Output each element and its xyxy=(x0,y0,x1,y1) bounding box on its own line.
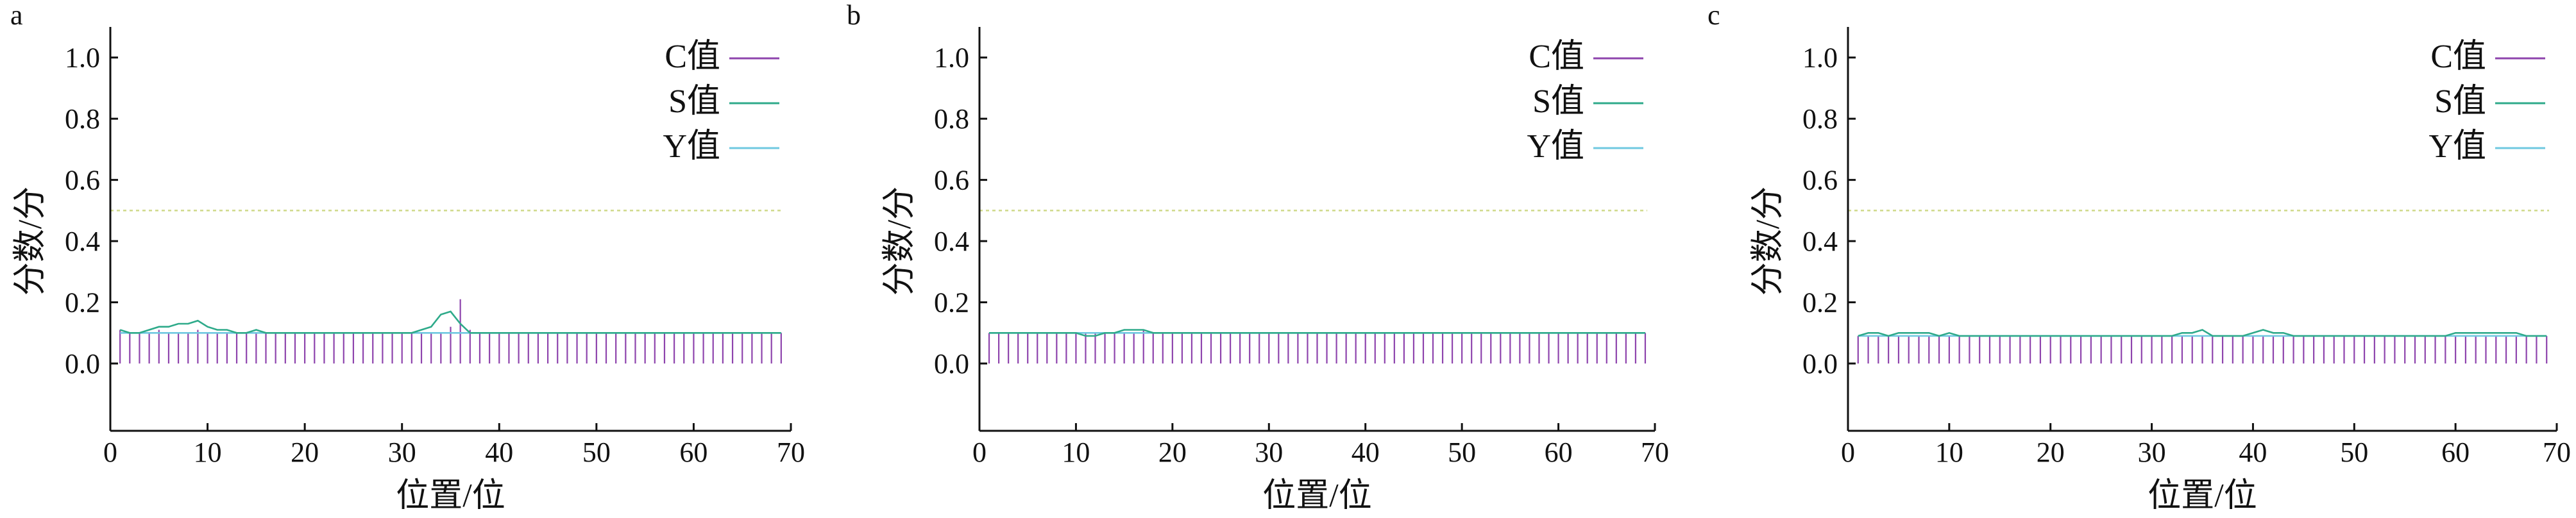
legend-label: Y值 xyxy=(1527,128,1584,165)
x-tick-label: 50 xyxy=(582,437,611,468)
y-tick-label: 0.2 xyxy=(1802,287,1838,319)
x-tick-label: 40 xyxy=(2239,437,2267,468)
y-tick-label: 1.0 xyxy=(934,42,969,74)
y-tick-label: 1.0 xyxy=(65,42,100,74)
x-tick-label: 70 xyxy=(1641,437,1669,468)
y-tick-label: 0.6 xyxy=(934,165,969,196)
series-s-line xyxy=(989,329,1645,337)
x-tick-label: 20 xyxy=(1158,437,1187,468)
legend: C值 S值 Y值 xyxy=(2428,38,2545,165)
legend-label: Y值 xyxy=(663,128,720,165)
legend-label: S值 xyxy=(2434,83,2486,120)
y-tick-label: 0.8 xyxy=(934,103,969,135)
x-tick-label: 20 xyxy=(291,437,319,468)
panel-label: c xyxy=(1707,0,1720,31)
y-tick-label: 0.6 xyxy=(1802,165,1838,196)
legend-label: C值 xyxy=(665,38,720,75)
series-s-line xyxy=(119,310,781,334)
x-tick-label: 0 xyxy=(103,437,117,468)
x-tick-label: 10 xyxy=(1935,437,1963,468)
x-tick-label: 30 xyxy=(2138,437,2166,468)
series-s-line xyxy=(1858,329,2547,337)
series-c-stems xyxy=(988,330,1647,363)
legend: C值 S值 Y值 xyxy=(663,38,779,165)
x-tick-label: 30 xyxy=(388,437,416,468)
panel-label: b xyxy=(847,0,861,31)
y-tick-label: 1.0 xyxy=(1802,42,1838,74)
x-tick-label: 40 xyxy=(485,437,513,468)
x-tick-label: 50 xyxy=(2340,437,2368,468)
legend-label: S值 xyxy=(668,83,720,120)
series-c-stems xyxy=(119,299,782,363)
x-axis-label: 位置/位 xyxy=(2148,478,2257,514)
x-axis-label: 位置/位 xyxy=(1262,478,1371,514)
x-tick-label: 60 xyxy=(679,437,708,468)
x-tick-label: 10 xyxy=(194,437,222,468)
y-tick-label: 0.4 xyxy=(65,226,100,257)
x-tick-label: 60 xyxy=(2441,437,2470,468)
panel-label: a xyxy=(10,0,23,31)
x-tick-label: 60 xyxy=(1545,437,1573,468)
y-tick-label: 0.8 xyxy=(1802,103,1838,135)
y-tick-label: 0.6 xyxy=(65,165,100,196)
x-tick-label: 20 xyxy=(2037,437,2065,468)
y-tick-label: 0.0 xyxy=(1802,348,1838,380)
y-tick-label: 0.8 xyxy=(65,103,100,135)
x-tick-label: 10 xyxy=(1062,437,1090,468)
x-tick-label: 70 xyxy=(2543,437,2571,468)
panel-a: a 0 10 20 30 40 50 60 70 0.0 0.2 0.4 0.6 0.8 1.0 位置/位 分数… xyxy=(10,0,805,514)
x-tick-label: 0 xyxy=(1841,437,1855,468)
legend-label: C值 xyxy=(2430,38,2486,75)
y-tick-label: 0.2 xyxy=(934,287,969,319)
legend-label: S值 xyxy=(1532,83,1584,120)
y-tick-label: 0.0 xyxy=(934,348,969,380)
series-c-stems xyxy=(1857,336,2548,363)
y-tick-label: 0.2 xyxy=(65,287,100,319)
legend: C值 S值 Y值 xyxy=(1527,38,1643,165)
x-tick-label: 40 xyxy=(1352,437,1380,468)
panel-c: c 0 10 20 30 40 50 60 70 0.0 0.2 0.4 0.6 0.8 1.0 位置/位 分数… xyxy=(1707,0,2571,514)
x-tick-label: 30 xyxy=(1255,437,1283,468)
x-tick-label: 70 xyxy=(777,437,805,468)
y-axis-label: 分数/分 xyxy=(881,187,918,296)
panel-b: b 0 10 20 30 40 50 60 70 0.0 0.2 0.4 0.6 0.8 1.0 位置/位 分数… xyxy=(847,0,1669,514)
x-tick-label: 50 xyxy=(1448,437,1476,468)
y-tick-label: 0.4 xyxy=(934,226,969,257)
legend-label: Y值 xyxy=(2428,128,2486,165)
y-axis-label: 分数/分 xyxy=(1750,187,1786,296)
legend-label: C值 xyxy=(1529,38,1584,75)
y-tick-label: 0.4 xyxy=(1802,226,1838,257)
y-axis-label: 分数/分 xyxy=(12,187,49,296)
x-axis-label: 位置/位 xyxy=(396,478,505,514)
y-tick-label: 0.0 xyxy=(65,348,100,380)
x-tick-label: 0 xyxy=(972,437,987,468)
